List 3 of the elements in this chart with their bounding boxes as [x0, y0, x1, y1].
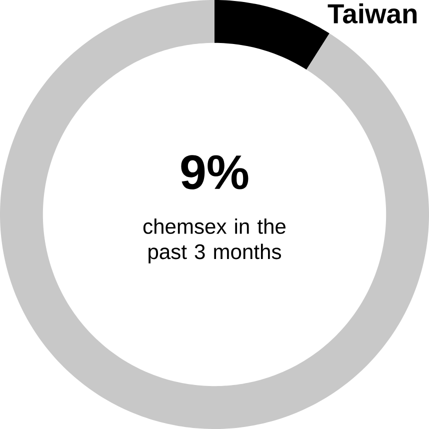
text: chemsex in the past 3 months [143, 218, 286, 264]
data-label: 9% [181, 155, 248, 190]
chart-title: Taiwan [328, 3, 417, 24]
